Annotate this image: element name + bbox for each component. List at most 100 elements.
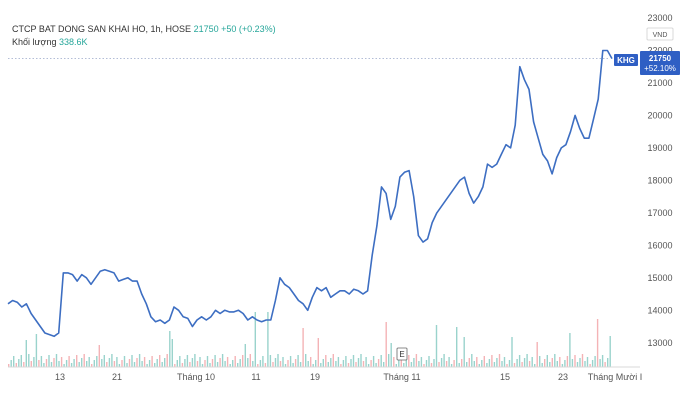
volume-bar <box>375 363 377 367</box>
volume-bar <box>282 357 284 367</box>
volume-bar <box>501 361 503 367</box>
volume-bar <box>201 364 204 367</box>
volume-bar <box>123 356 126 367</box>
volume-bar <box>204 360 206 367</box>
volume-bar <box>10 360 12 367</box>
earnings-marker[interactable] <box>396 347 408 361</box>
volume-bar <box>141 361 143 367</box>
volume-bar <box>486 363 488 367</box>
volume-bar <box>229 364 231 367</box>
volume-bar <box>60 357 63 367</box>
volume-bar <box>330 358 332 367</box>
volume-bar <box>38 360 40 367</box>
volume-bar <box>166 354 168 367</box>
volume-bar <box>35 334 38 367</box>
volume-bar <box>483 356 485 367</box>
volume-bar <box>65 360 68 367</box>
volume-bar <box>161 362 163 367</box>
volume-bar <box>544 359 546 367</box>
volume-bar <box>116 357 118 367</box>
volume-bar <box>476 357 478 367</box>
volume-bar <box>239 359 241 367</box>
volume-bar <box>148 360 151 367</box>
volume-bar <box>191 358 194 367</box>
volume-bar <box>292 363 294 367</box>
volume-bar <box>289 356 292 367</box>
volume-bar <box>249 354 251 367</box>
volume-bar <box>15 363 17 367</box>
volume-bar <box>569 333 571 367</box>
volume-bar <box>78 362 80 367</box>
volume-bar <box>428 356 430 367</box>
volume-bar <box>377 359 380 367</box>
volume-bar <box>559 357 561 367</box>
volume-bar <box>508 360 511 367</box>
volume-bar <box>50 362 53 367</box>
volume-bar <box>541 363 543 367</box>
x-axis: 13 21 Tháng 10 11 19 Tháng 11 15 23 Tháng Mười I <box>55 372 642 382</box>
volume-bar <box>93 360 95 367</box>
volume-bar <box>179 356 181 367</box>
volume-bar <box>294 359 297 367</box>
volume-bar <box>133 362 136 367</box>
volume-bar <box>58 361 60 367</box>
volume-bar <box>526 354 528 367</box>
volume-bar <box>506 364 508 367</box>
volume-bar <box>156 359 158 367</box>
volume-bar <box>226 357 229 367</box>
volume-bar <box>53 358 55 367</box>
volume-bar <box>511 337 513 367</box>
volume-bar <box>355 362 357 367</box>
y-tick-label: 14000 <box>647 305 672 315</box>
volume-bar <box>315 360 317 367</box>
price-badge <box>640 51 680 75</box>
volume-bar <box>584 361 586 367</box>
volume-bar <box>284 364 287 367</box>
volume-bar <box>221 354 224 367</box>
volume-bar <box>596 319 599 367</box>
volume-bar <box>310 357 312 367</box>
volume-bar <box>297 355 299 367</box>
volume-label: Khối lượng <box>12 37 57 47</box>
volume-bar <box>209 363 211 367</box>
volume-bar <box>420 357 423 367</box>
y-tick-label: 22000 <box>647 45 672 55</box>
volume-bar <box>186 355 189 367</box>
volume-bar <box>604 362 606 367</box>
volume-bar <box>211 359 214 367</box>
volume-bar <box>214 355 216 367</box>
x-tick-label: Tháng Mười I <box>588 372 642 382</box>
volume-bar <box>305 354 307 367</box>
volume-bar <box>534 364 536 367</box>
volume-bar <box>108 358 111 367</box>
volume-bar <box>23 362 25 367</box>
volume-bar <box>521 362 523 367</box>
volume-bar <box>247 358 249 367</box>
volume-bar <box>340 364 342 367</box>
volume-bar <box>463 337 465 367</box>
volume-bar <box>43 363 45 367</box>
volume-bar <box>55 354 58 367</box>
volume-bar <box>549 362 551 367</box>
volume-bar <box>601 355 604 367</box>
volume-bar <box>126 363 128 367</box>
volume-bar <box>350 359 352 367</box>
volume-bar <box>496 358 498 367</box>
volume-bar <box>398 360 400 367</box>
volume-bar <box>531 357 533 367</box>
volume-bar <box>471 354 473 367</box>
volume-bar <box>96 356 98 367</box>
volume-bar <box>425 360 428 367</box>
volume-bar <box>287 360 289 367</box>
symbol-header: CTCP BAT DONG SAN KHAI HO, 1h, HOSE 2175… <box>12 24 276 34</box>
volume-bar <box>269 355 272 367</box>
y-tick-label: 19000 <box>647 143 672 153</box>
earnings-marker-label: E <box>399 350 404 359</box>
volume-bar <box>586 357 589 367</box>
volume-bar <box>581 354 584 367</box>
volume-bar <box>357 358 360 367</box>
volume-bar <box>174 364 176 367</box>
volume-bar <box>566 356 569 367</box>
volume-bar <box>76 355 78 367</box>
volume-bar <box>159 355 161 367</box>
